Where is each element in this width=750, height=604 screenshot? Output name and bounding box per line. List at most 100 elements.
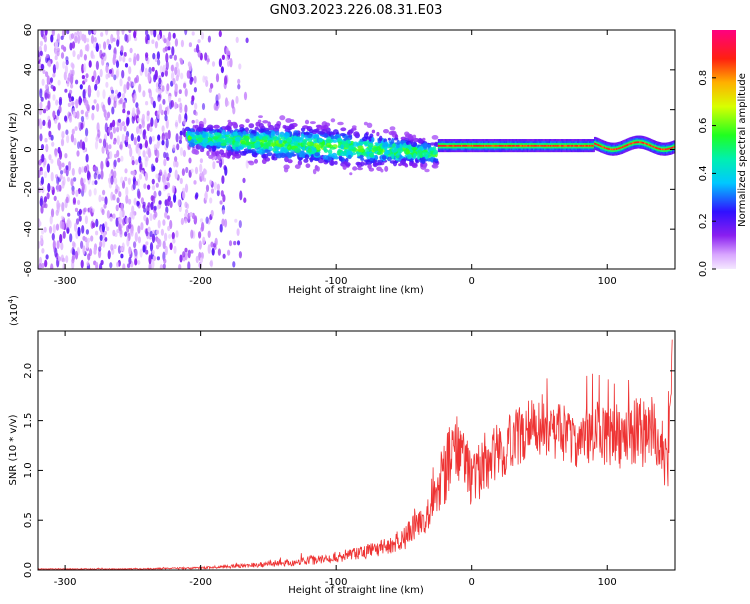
spectrogram-tone-mark (452, 146, 455, 149)
spectrogram-tone-mark (646, 146, 649, 149)
spectrogram-noise-mark (193, 87, 197, 93)
spectrogram-tone-mark (468, 142, 471, 145)
spectrogram-noise-mark (85, 153, 89, 163)
spectrogram-tone-mark (635, 141, 638, 144)
spectrogram-tone-mark (456, 142, 459, 145)
spectrogram-noise-mark (164, 70, 168, 77)
spectrogram-noise-mark (124, 231, 128, 237)
spectrogram-tone-mark (631, 140, 634, 143)
spectrogram-tone-mark (609, 151, 612, 154)
spectrogram-band-mark (404, 163, 409, 168)
spectrogram-noise-mark (171, 232, 175, 240)
spectrogram-y-tick-label: -40 (23, 221, 34, 237)
spectrogram-noise-mark (153, 30, 157, 38)
spectrogram-tone-mark (554, 146, 558, 149)
spectrogram-noise-mark (205, 184, 210, 192)
spectrogram-tone-mark (601, 139, 604, 143)
spectrogram-tone-mark (522, 148, 525, 151)
spectrogram-noise-mark (103, 203, 107, 209)
spectrogram-noise-mark (61, 221, 65, 230)
spectrogram-tone-mark (625, 138, 628, 141)
spectrogram-noise-mark (95, 230, 99, 236)
spectrogram-noise-mark (203, 168, 207, 176)
spectrogram-band-mark (400, 136, 407, 140)
spectrogram-tone-mark (647, 148, 650, 151)
spectrogram-noise-mark (137, 190, 141, 200)
spectrogram-tone-mark (461, 139, 464, 142)
spectrogram-tone-mark (639, 141, 642, 144)
spectrogram-band-mark (349, 144, 355, 150)
colorbar-label: Normalized spectral amplitude (737, 73, 748, 227)
spectrogram-tone-mark (446, 146, 449, 149)
spectrogram-tone-mark (644, 147, 647, 150)
spectrogram-tone-mark (479, 142, 482, 145)
spectrogram-band-mark (371, 129, 376, 134)
spectrogram-tone-mark (540, 146, 543, 149)
spectrogram-tone-mark (520, 146, 523, 149)
spectrogram-tone-mark (536, 139, 539, 142)
spectrogram-noise-mark (121, 30, 125, 35)
spectrogram-noise-mark (143, 207, 147, 213)
spectrogram-tone-mark (602, 140, 605, 143)
spectrogram-noise-mark (95, 79, 99, 85)
spectrogram-band-mark (393, 137, 399, 141)
snr-frame (37, 330, 676, 571)
spectrogram-tone-mark (611, 144, 614, 147)
spectrogram-tone-mark (673, 145, 675, 148)
spectrogram-noise-mark (76, 150, 80, 157)
spectrogram-tone-mark (513, 149, 516, 153)
spectrogram-band-mark (367, 163, 372, 169)
spectrogram-tone-mark (592, 142, 595, 145)
spectrogram-tone-mark (597, 149, 600, 152)
spectrogram-noise-mark (125, 186, 129, 197)
spectrogram-noise-mark (109, 262, 113, 269)
spectrogram-tone-mark (625, 140, 628, 143)
spectrogram-tone-mark (581, 140, 584, 144)
spectrogram-tone-mark (579, 146, 582, 149)
spectrogram-tone-mark (663, 148, 666, 151)
spectrogram-noise-mark (151, 178, 155, 185)
spectrogram-tone-mark (634, 141, 637, 144)
spectrogram-noise-mark (79, 30, 83, 41)
spectrogram-tone-mark (484, 139, 487, 142)
spectrogram-noise-mark (140, 170, 144, 175)
spectrogram-tone-mark (550, 148, 553, 151)
spectrogram-tone-mark (622, 144, 625, 147)
spectrogram-band-mark (303, 158, 309, 163)
spectrogram-noise-mark (91, 112, 95, 121)
spectrogram-band-mark (369, 147, 373, 150)
spectrogram-tone-mark (442, 144, 445, 147)
spectrogram-noise-mark (41, 153, 45, 163)
spectrogram-tone-mark (622, 142, 625, 145)
spectrogram-tone-mark (570, 144, 573, 147)
spectrogram-tone-mark (446, 139, 449, 142)
snr-y-tick-label: 1.5 (23, 413, 34, 429)
spectrogram-tone-mark (537, 146, 540, 149)
spectrogram-tone-mark (567, 139, 570, 142)
spectrogram-tone-mark (536, 140, 539, 144)
spectrogram-tone-mark (565, 149, 569, 153)
spectrogram-tone-mark (614, 142, 617, 145)
spectrogram-tone-mark (647, 146, 650, 149)
spectrogram-noise-mark (105, 81, 109, 88)
spectrogram-tone-mark (493, 149, 497, 153)
spectrogram-tone-mark (604, 152, 608, 155)
spectrogram-tone-mark (535, 139, 538, 142)
spectrogram-tone-mark (492, 146, 495, 149)
spectrogram-noise-mark (145, 217, 149, 226)
spectrogram-tone-mark (612, 149, 615, 153)
spectrogram-noise-mark (47, 100, 51, 110)
spectrogram-tone-mark (651, 148, 654, 151)
spectrogram-noise-mark (51, 233, 55, 241)
spectrogram-noise-mark (220, 190, 224, 197)
spectrogram-tone-mark (574, 146, 577, 149)
spectrogram-noise-mark (146, 205, 150, 214)
spectrogram-tone-mark (553, 140, 556, 144)
spectrogram-tone-mark (619, 141, 622, 144)
spectrogram-tone-mark (629, 139, 632, 142)
spectrogram-tone-mark (603, 146, 606, 149)
spectrogram-noise-mark (165, 52, 169, 63)
spectrogram-tone-mark (458, 149, 461, 153)
spectrogram-noise-mark (87, 84, 91, 95)
spectrogram-tone-mark (465, 146, 469, 149)
